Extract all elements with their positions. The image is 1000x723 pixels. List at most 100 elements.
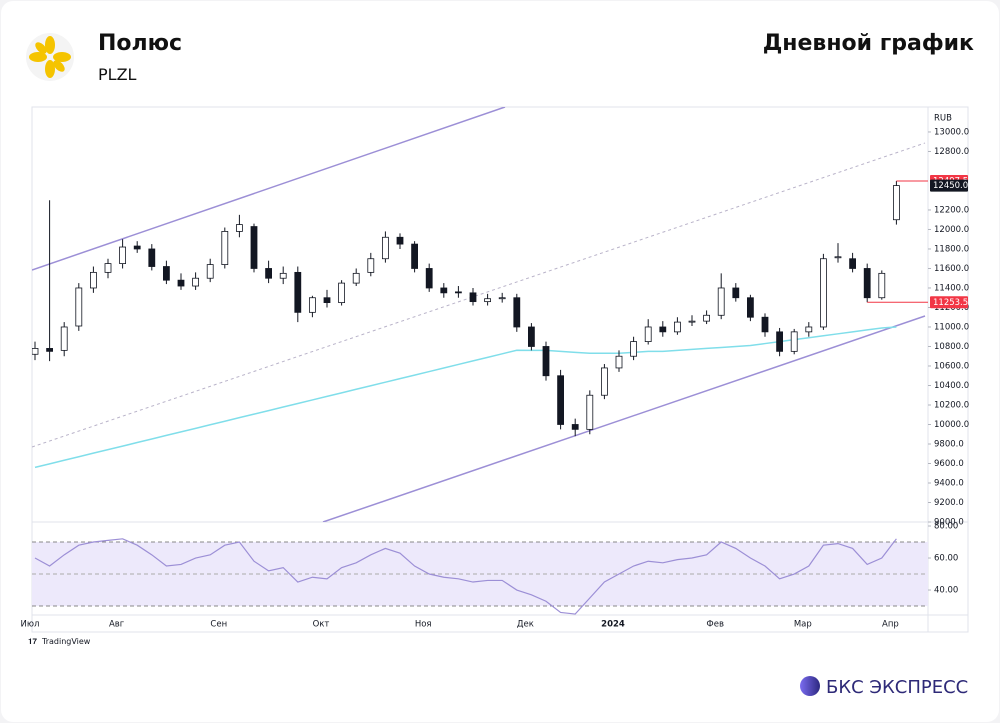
candle-body: [32, 348, 39, 355]
candle-body: [747, 297, 754, 318]
candle-body: [790, 331, 798, 352]
chart-title: Дневной график: [763, 31, 974, 56]
y-tick-label: 10400.0: [934, 381, 969, 391]
candle-body: [308, 297, 316, 313]
candle-body: [352, 272, 360, 284]
candle-body: [396, 236, 404, 245]
moving-average: [34, 326, 897, 469]
y-tick-label: 10600.0: [934, 361, 969, 371]
candle-body: [878, 272, 886, 299]
candle-body: [104, 263, 112, 273]
candle-body: [119, 246, 126, 265]
y-tick-label: 10000.0: [934, 420, 969, 430]
candle-body: [60, 326, 68, 351]
y-tick-label: 11800.0: [934, 244, 969, 254]
candle-body: [498, 297, 506, 300]
candle-body: [177, 279, 185, 287]
x-tick-label: Авг: [109, 620, 125, 630]
candle-body: [469, 292, 477, 303]
price-marker-label: 12450.0: [933, 181, 968, 191]
rsi-tick-label: 80.00: [934, 522, 958, 532]
y-tick-label: 11600.0: [934, 264, 969, 274]
candle-body: [863, 268, 871, 299]
y-tick-label: 13000.0: [934, 127, 969, 137]
candle-body: [893, 185, 900, 221]
price-pane: [32, 180, 900, 469]
candle-body: [659, 326, 667, 333]
candle-body: [674, 321, 681, 333]
candle-body: [688, 320, 696, 323]
x-tick-label: Апр: [882, 620, 899, 630]
candle-body: [440, 287, 448, 294]
candle-body: [571, 424, 579, 430]
candle-body: [206, 264, 214, 279]
y-tick-label: 12800.0: [934, 147, 969, 157]
candle-body: [250, 226, 258, 269]
candle-body: [279, 272, 287, 279]
candle-body: [323, 297, 331, 304]
price-marker-box: [930, 296, 968, 309]
candle-body: [90, 271, 97, 289]
y-tick-label: 9800.0: [934, 439, 964, 449]
y-tick-label: 10800.0: [934, 342, 969, 352]
trend-channel: [32, 107, 926, 522]
y-tick-label: 12200.0: [934, 205, 969, 215]
source: TradingView: [41, 637, 91, 646]
y-tick-label: 12000.0: [934, 225, 969, 235]
ticker: PLZL: [98, 65, 137, 84]
candle-body: [849, 258, 856, 269]
x-tick-label: 2024: [601, 620, 625, 630]
candle-body: [425, 268, 433, 289]
candle-body: [367, 258, 375, 273]
candle-body: [221, 231, 229, 265]
x-tick-label: Окт: [313, 620, 330, 630]
candle-body: [586, 394, 594, 430]
brand-name: БКС ЭКСПРЕСС: [826, 677, 968, 698]
y-tick-label: 9200.0: [934, 498, 964, 508]
price-marker-box: [930, 179, 968, 192]
candle-body: [265, 268, 273, 279]
candle-body: [133, 245, 141, 250]
x-tick-label: Сен: [210, 620, 227, 630]
y-tick-label: 9400.0: [934, 478, 964, 488]
candle-body: [75, 287, 83, 327]
x-tick-label: Дек: [517, 620, 534, 630]
rsi-tick-label: 60.00: [934, 554, 958, 564]
candle-body: [381, 236, 389, 260]
y-tick-label: 11000.0: [934, 322, 969, 332]
candle-body: [557, 375, 564, 425]
logo: [26, 33, 74, 81]
tv-logo: 𝟏𝟕: [28, 637, 37, 646]
y-tick-label: 10200.0: [934, 400, 969, 410]
y-tick-label: 11400.0: [934, 283, 969, 293]
x-tick-label: Ноя: [415, 620, 432, 630]
candle-body: [601, 367, 608, 396]
candle-body: [235, 224, 243, 232]
candle-body: [732, 287, 740, 299]
candle-body: [761, 316, 769, 333]
x-tick-label: Мар: [794, 620, 812, 630]
candle-body: [615, 355, 623, 369]
candle-body: [776, 331, 783, 352]
y-unit: RUB: [934, 114, 952, 124]
rsi-tick-label: 40.00: [934, 586, 958, 596]
candle-body: [148, 248, 156, 267]
candle-body: [805, 326, 813, 333]
candle-body: [717, 287, 725, 316]
candle-body: [542, 346, 550, 377]
candle-body: [834, 256, 842, 259]
x-tick-label: Фев: [706, 620, 724, 630]
candle-body: [820, 258, 827, 328]
price-marker-label: 11253.5: [933, 298, 968, 308]
candle-body: [484, 298, 492, 303]
candle-body: [454, 291, 462, 294]
candle-body: [630, 341, 637, 357]
candle-body: [411, 243, 419, 269]
x-tick-label: Июл: [21, 620, 40, 630]
candle-body: [703, 314, 710, 322]
company-name: Полюс: [98, 31, 182, 56]
candle-body: [644, 326, 652, 343]
candle-body: [294, 271, 302, 313]
